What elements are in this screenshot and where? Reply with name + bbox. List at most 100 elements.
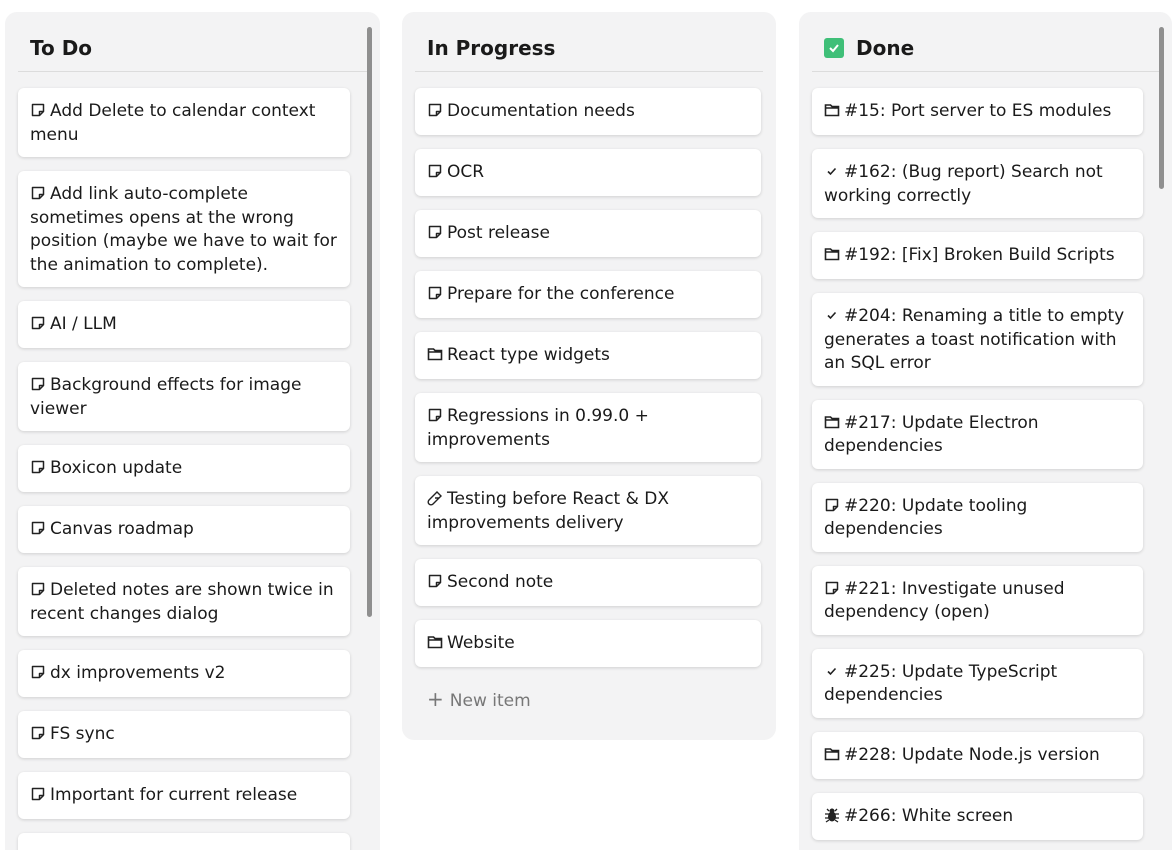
note-icon — [30, 458, 50, 478]
card-title: dx improvements v2 — [50, 663, 226, 683]
plus-icon: + — [427, 687, 444, 711]
card-title: Important for current release — [50, 785, 298, 805]
scrollbar[interactable] — [367, 27, 372, 617]
card-title: AI / LLM — [50, 314, 117, 334]
card[interactable]: React type widgets — [415, 332, 761, 379]
column-title: In Progress — [415, 12, 763, 72]
card-title: Website — [447, 633, 515, 653]
card[interactable]: #192: [Fix] Broken Build Scripts — [812, 232, 1143, 279]
note-icon — [30, 580, 50, 600]
check-box-icon — [824, 37, 844, 58]
new-item-button[interactable]: + New item — [415, 681, 763, 717]
column-in-progress: In Progress Documentation needs OCR Post r… — [402, 12, 776, 740]
card[interactable]: dx improvements v2 — [18, 650, 350, 697]
card-title: Canvas roadmap — [50, 519, 194, 539]
card[interactable]: Website — [415, 620, 761, 667]
note-icon — [427, 162, 447, 182]
check-icon — [824, 162, 844, 182]
note-icon — [30, 184, 50, 204]
card-title: React type widgets — [447, 345, 610, 365]
card-title: #228: Update Node.js version — [844, 744, 1100, 765]
card[interactable]: #15: Port server to ES modules — [812, 88, 1143, 135]
note-icon — [824, 496, 844, 516]
new-item-label: New item — [449, 691, 531, 711]
card[interactable]: #220: Update tooling dependencies — [812, 482, 1143, 552]
card-title: #204: Renaming a title to empty generate… — [824, 306, 1125, 373]
card[interactable]: FS sync — [18, 711, 350, 758]
card[interactable]: #221: Investigate unused dependency (ope… — [812, 565, 1143, 635]
bug-icon — [824, 806, 844, 826]
card-title: Deleted notes are shown twice in recent … — [30, 580, 334, 624]
card[interactable]: #228: Update Node.js version — [812, 731, 1143, 779]
column-todo: To Do Add Delete to calendar context men… — [5, 12, 380, 850]
card-title: FS sync — [50, 724, 115, 744]
card[interactable]: #266: White screen — [812, 792, 1143, 840]
folder-icon — [427, 633, 447, 653]
card[interactable]: Testing before React & DX improvements d… — [415, 476, 761, 545]
card-title: #221: Investigate unused dependency (ope… — [824, 578, 1065, 623]
column-title: Done — [812, 12, 1159, 72]
note-icon — [30, 375, 50, 395]
card[interactable]: #162: (Bug report) Search not working co… — [812, 149, 1143, 218]
note-icon — [30, 314, 50, 334]
column-title-text: Done — [856, 35, 915, 60]
note-icon — [427, 101, 447, 121]
folder-icon — [427, 345, 447, 365]
card-title: OCR — [447, 162, 485, 182]
column-done: Done #15: Port server to ES modules #162:… — [799, 12, 1172, 850]
card[interactable]: Background effects for image viewer — [18, 362, 350, 431]
card-title: Testing before React & DX improvements d… — [427, 489, 670, 533]
card[interactable]: Important for current release — [18, 772, 350, 819]
card-title: #162: (Bug report) Search not working co… — [824, 162, 1103, 206]
card-title: Prepare for the conference — [447, 284, 675, 304]
scrollbar[interactable] — [1159, 27, 1164, 189]
card[interactable]: OCR — [415, 149, 761, 196]
card[interactable]: #204: Renaming a title to empty generate… — [812, 293, 1143, 386]
card-title: #15: Port server to ES modules — [844, 101, 1112, 121]
card[interactable]: Post release — [415, 210, 761, 257]
card-title: #225: Update TypeScript dependencies — [824, 661, 1058, 706]
card-title: Documentation needs — [447, 101, 635, 121]
card[interactable]: Deleted notes are shown twice in recent … — [18, 567, 350, 636]
card-title: Add Delete to calendar context menu — [30, 101, 316, 145]
note-icon — [30, 101, 50, 121]
card[interactable]: Prepare for the conference — [415, 271, 761, 318]
folder-icon — [824, 101, 844, 121]
card[interactable]: Add Delete to calendar context menu — [18, 88, 350, 157]
check-icon — [824, 306, 844, 326]
card[interactable]: Canvas roadmap — [18, 506, 350, 553]
note-icon — [30, 785, 50, 805]
folder-icon — [824, 413, 844, 433]
check-icon — [824, 662, 844, 682]
card-title: #192: [Fix] Broken Build Scripts — [844, 245, 1115, 265]
card[interactable]: AI / LLM — [18, 301, 350, 348]
card[interactable] — [18, 833, 350, 850]
card[interactable]: #225: Update TypeScript dependencies — [812, 648, 1143, 718]
card[interactable]: #217: Update Electron dependencies — [812, 399, 1143, 469]
card-title: Add link auto-complete sometimes opens a… — [30, 184, 337, 275]
note-icon — [427, 406, 447, 426]
column-title-text: To Do — [30, 35, 93, 60]
note-icon — [824, 579, 844, 599]
card[interactable]: Documentation needs — [415, 88, 761, 135]
note-icon — [30, 519, 50, 539]
note-icon — [30, 663, 50, 683]
column-title: To Do — [18, 12, 367, 72]
note-icon — [30, 724, 50, 744]
card-title: Background effects for image viewer — [30, 375, 302, 419]
card[interactable]: Boxicon update — [18, 445, 350, 492]
card[interactable]: Add link auto-complete sometimes opens a… — [18, 171, 350, 287]
column-title-text: In Progress — [427, 35, 556, 60]
card[interactable]: Regressions in 0.99.0 + improvements — [415, 393, 761, 462]
folder-icon — [824, 745, 844, 765]
card-title: Post release — [447, 223, 550, 243]
card-title: Regressions in 0.99.0 + improvements — [427, 406, 649, 450]
note-icon — [427, 572, 447, 592]
note-icon — [427, 223, 447, 243]
card[interactable]: Second note — [415, 559, 761, 606]
folder-icon — [824, 245, 844, 265]
test-tube-icon — [427, 489, 447, 509]
card-title: #220: Update tooling dependencies — [824, 495, 1028, 540]
card-title: Boxicon update — [50, 458, 183, 478]
